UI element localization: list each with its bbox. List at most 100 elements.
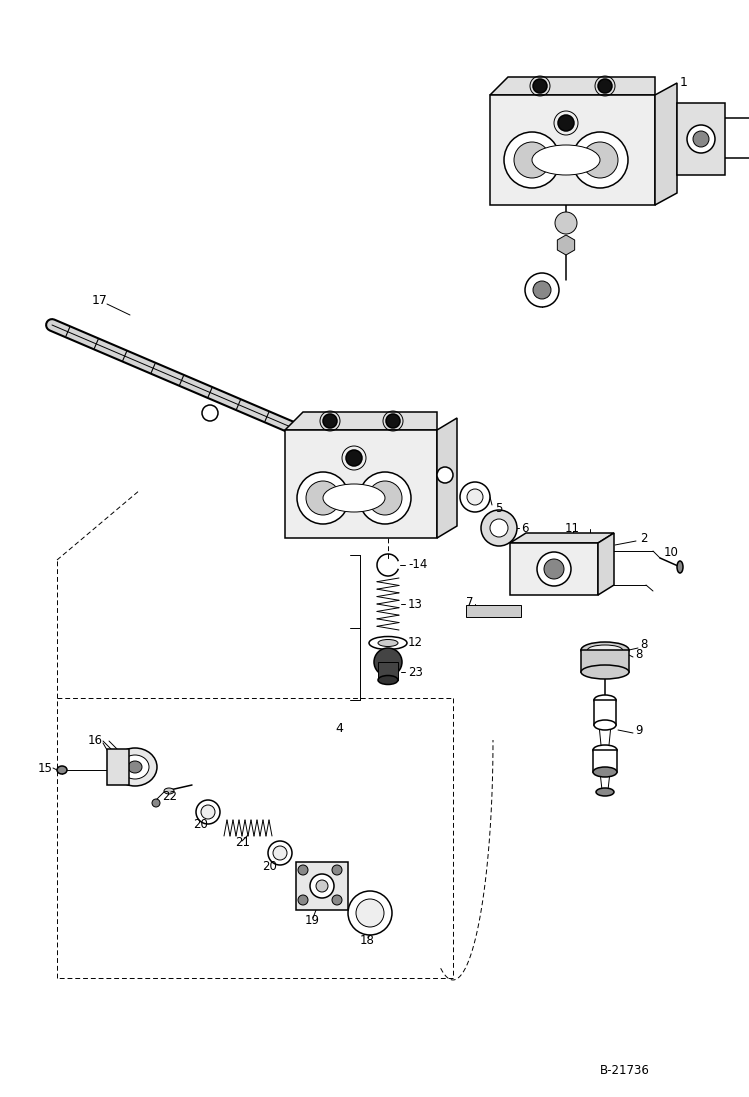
Circle shape	[346, 450, 362, 466]
Ellipse shape	[596, 788, 614, 796]
Circle shape	[504, 132, 560, 188]
Text: 7: 7	[466, 597, 473, 610]
Text: 20: 20	[262, 860, 277, 872]
Text: 1: 1	[680, 76, 688, 89]
Circle shape	[437, 467, 453, 483]
Ellipse shape	[57, 766, 67, 774]
Text: 4: 4	[335, 722, 343, 735]
Circle shape	[374, 648, 402, 676]
Circle shape	[533, 281, 551, 299]
Bar	[594, 700, 616, 725]
Text: 8: 8	[635, 648, 643, 661]
Ellipse shape	[594, 720, 616, 730]
Polygon shape	[510, 533, 614, 543]
Circle shape	[693, 131, 709, 147]
Circle shape	[202, 405, 218, 421]
Text: 18: 18	[360, 934, 375, 947]
Text: 22: 22	[162, 790, 177, 803]
Text: B-21736: B-21736	[600, 1063, 650, 1076]
Circle shape	[332, 866, 342, 875]
Circle shape	[368, 480, 402, 514]
Bar	[466, 606, 521, 617]
Text: 11: 11	[565, 521, 580, 534]
Ellipse shape	[581, 642, 629, 658]
Circle shape	[306, 480, 340, 514]
Text: 15: 15	[38, 761, 53, 774]
Ellipse shape	[378, 640, 398, 646]
Circle shape	[514, 142, 550, 178]
Circle shape	[555, 212, 577, 234]
Polygon shape	[490, 95, 655, 205]
Polygon shape	[557, 235, 574, 255]
Circle shape	[572, 132, 628, 188]
Polygon shape	[598, 533, 614, 595]
Polygon shape	[285, 412, 437, 430]
Ellipse shape	[587, 645, 622, 655]
Circle shape	[525, 273, 559, 307]
Circle shape	[201, 805, 215, 819]
Circle shape	[537, 552, 571, 586]
Circle shape	[386, 414, 400, 428]
Text: 10: 10	[664, 546, 679, 559]
Circle shape	[316, 880, 328, 892]
Circle shape	[490, 519, 508, 538]
Polygon shape	[490, 77, 655, 95]
Ellipse shape	[581, 665, 629, 679]
Ellipse shape	[128, 761, 142, 773]
Ellipse shape	[369, 636, 407, 649]
Circle shape	[152, 799, 160, 807]
Text: 19: 19	[305, 914, 320, 927]
Circle shape	[582, 142, 618, 178]
Text: 23: 23	[408, 666, 423, 679]
Text: 13: 13	[408, 598, 423, 611]
Polygon shape	[677, 103, 725, 176]
Ellipse shape	[532, 145, 600, 176]
Text: 6: 6	[521, 521, 529, 534]
Text: 8: 8	[640, 638, 647, 652]
Ellipse shape	[164, 788, 174, 794]
Circle shape	[558, 115, 574, 131]
Polygon shape	[655, 83, 677, 205]
Ellipse shape	[113, 748, 157, 785]
Circle shape	[533, 79, 547, 93]
Polygon shape	[285, 430, 437, 538]
Circle shape	[310, 874, 334, 898]
Ellipse shape	[593, 767, 617, 777]
Ellipse shape	[323, 484, 385, 512]
Text: 16: 16	[88, 734, 103, 746]
Circle shape	[598, 79, 612, 93]
Polygon shape	[437, 418, 457, 538]
Circle shape	[359, 472, 411, 524]
Ellipse shape	[121, 755, 149, 779]
Circle shape	[332, 895, 342, 905]
Ellipse shape	[594, 695, 616, 705]
Text: 21: 21	[235, 837, 250, 849]
Bar	[593, 750, 617, 772]
Bar	[107, 749, 129, 785]
Text: 5: 5	[495, 501, 503, 514]
Circle shape	[460, 482, 490, 512]
Bar	[296, 862, 348, 911]
Text: 12: 12	[408, 636, 423, 649]
Bar	[378, 661, 398, 680]
Circle shape	[356, 900, 384, 927]
Ellipse shape	[378, 676, 398, 685]
Text: 20: 20	[193, 818, 208, 832]
Circle shape	[544, 559, 564, 579]
Text: 2: 2	[640, 532, 647, 544]
Circle shape	[467, 489, 483, 505]
Polygon shape	[510, 543, 598, 595]
Circle shape	[298, 895, 308, 905]
Bar	[581, 651, 629, 672]
Circle shape	[687, 125, 715, 152]
Text: 9: 9	[635, 724, 643, 736]
Circle shape	[323, 414, 337, 428]
Text: 17: 17	[92, 294, 108, 306]
Circle shape	[298, 866, 308, 875]
Ellipse shape	[593, 745, 617, 755]
Circle shape	[481, 510, 517, 546]
Ellipse shape	[677, 561, 683, 573]
Circle shape	[297, 472, 349, 524]
Text: -14: -14	[408, 558, 428, 572]
Circle shape	[273, 846, 287, 860]
